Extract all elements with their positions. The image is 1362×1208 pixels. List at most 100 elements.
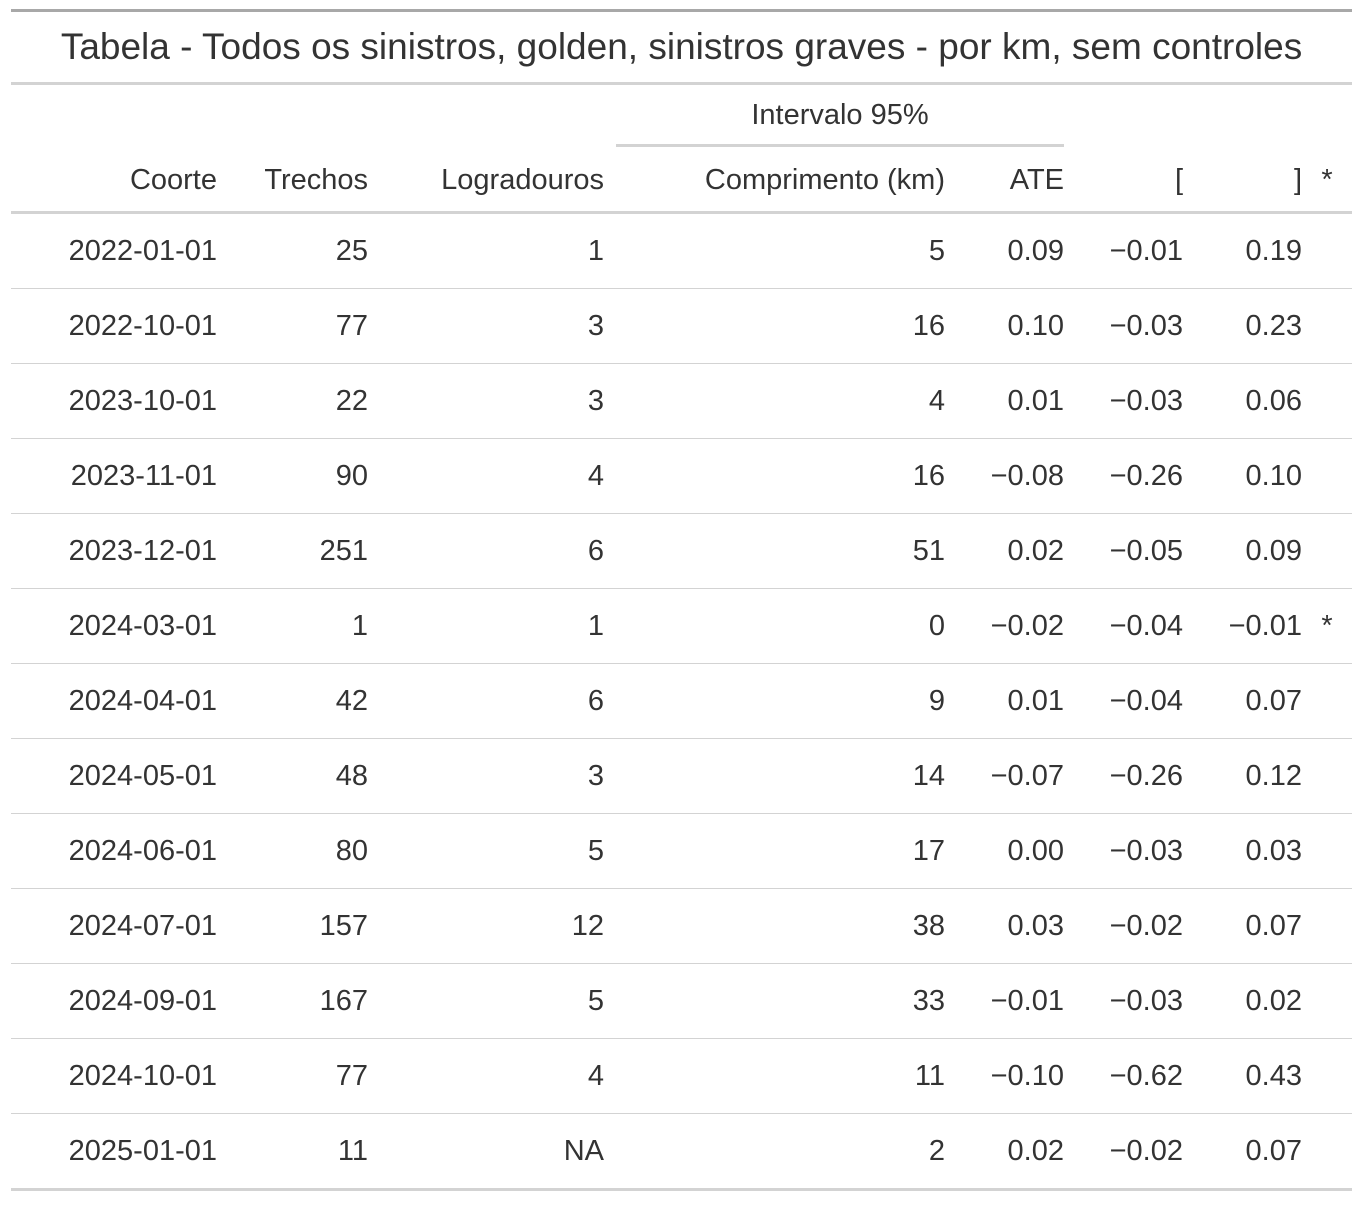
cell-sig (1302, 288, 1353, 364)
col-header-sig: * (1302, 147, 1353, 214)
cell-ate: 0.01 (945, 363, 1064, 439)
col-header-coorte: Coorte (11, 147, 217, 214)
cell-comprimento: 5 (604, 212, 945, 289)
cell-sig (1302, 963, 1353, 1039)
cell-lower: −0.04 (1064, 588, 1183, 664)
cell-lower: −0.05 (1064, 513, 1183, 589)
cell-ate: 0.00 (945, 813, 1064, 889)
table-body: 2022-01-01 25 1 5 0.09 −0.01 0.19 2022-1… (11, 212, 1353, 1191)
cell-logradouros: 6 (368, 513, 604, 589)
spanner-label: Intervalo 95% (616, 99, 1064, 147)
cell-comprimento: 0 (604, 588, 945, 664)
table-row: 2022-10-01 77 3 16 0.10 −0.03 0.23 (11, 288, 1353, 364)
cell-lower: −0.03 (1064, 813, 1183, 889)
cell-sig (1302, 513, 1353, 589)
cell-upper: 0.09 (1183, 513, 1302, 589)
cell-coorte: 2023-12-01 (11, 513, 217, 589)
cell-upper: 0.43 (1183, 1038, 1302, 1114)
cell-trechos: 157 (217, 888, 368, 964)
cell-logradouros: 3 (368, 738, 604, 814)
cell-ate: 0.09 (945, 212, 1064, 289)
cell-comprimento: 4 (604, 363, 945, 439)
table-row: 2023-12-01 251 6 51 0.02 −0.05 0.09 (11, 513, 1353, 589)
cell-trechos: 1 (217, 588, 368, 664)
table-row: 2023-10-01 22 3 4 0.01 −0.03 0.06 (11, 363, 1353, 439)
cell-ate: −0.01 (945, 963, 1064, 1039)
cell-lower: −0.26 (1064, 738, 1183, 814)
cell-sig (1302, 438, 1353, 514)
cell-ate: −0.02 (945, 588, 1064, 664)
cell-sig (1302, 363, 1353, 439)
table-row: 2024-03-01 1 1 0 −0.02 −0.04 −0.01 * (11, 588, 1353, 664)
table-row: 2024-10-01 77 4 11 −0.10 −0.62 0.43 (11, 1038, 1353, 1114)
cell-lower: −0.03 (1064, 963, 1183, 1039)
cell-trechos: 167 (217, 963, 368, 1039)
cell-logradouros: 3 (368, 363, 604, 439)
cell-trechos: 251 (217, 513, 368, 589)
cell-trechos: 90 (217, 438, 368, 514)
spanner-cell: Intervalo 95% (604, 84, 1064, 147)
cell-ate: −0.08 (945, 438, 1064, 514)
cell-comprimento: 33 (604, 963, 945, 1039)
cell-upper: 0.06 (1183, 363, 1302, 439)
cell-trechos: 48 (217, 738, 368, 814)
cell-ate: 0.03 (945, 888, 1064, 964)
cell-logradouros: 5 (368, 963, 604, 1039)
cell-ate: −0.10 (945, 1038, 1064, 1114)
cell-lower: −0.03 (1064, 363, 1183, 439)
cell-logradouros: 4 (368, 1038, 604, 1114)
cell-comprimento: 16 (604, 288, 945, 364)
cell-trechos: 77 (217, 1038, 368, 1114)
cell-upper: 0.10 (1183, 438, 1302, 514)
cell-lower: −0.62 (1064, 1038, 1183, 1114)
cell-coorte: 2024-03-01 (11, 588, 217, 664)
cell-trechos: 11 (217, 1113, 368, 1191)
results-table-container: Tabela - Todos os sinistros, golden, sin… (11, 9, 1353, 1191)
table-row: 2024-07-01 157 12 38 0.03 −0.02 0.07 (11, 888, 1353, 964)
cell-comprimento: 9 (604, 663, 945, 739)
cell-trechos: 25 (217, 212, 368, 289)
cell-coorte: 2024-05-01 (11, 738, 217, 814)
cell-sig (1302, 663, 1353, 739)
cell-logradouros: 5 (368, 813, 604, 889)
cell-ate: 0.02 (945, 513, 1064, 589)
cell-upper: 0.02 (1183, 963, 1302, 1039)
cell-coorte: 2024-09-01 (11, 963, 217, 1039)
cell-upper: 0.07 (1183, 888, 1302, 964)
table-row: 2022-01-01 25 1 5 0.09 −0.01 0.19 (11, 212, 1353, 289)
table-row: 2024-06-01 80 5 17 0.00 −0.03 0.03 (11, 813, 1353, 889)
cell-coorte: 2024-06-01 (11, 813, 217, 889)
table-row: 2023-11-01 90 4 16 −0.08 −0.26 0.10 (11, 438, 1353, 514)
cell-lower: −0.04 (1064, 663, 1183, 739)
cell-comprimento: 2 (604, 1113, 945, 1191)
cell-logradouros: 12 (368, 888, 604, 964)
col-header-logradouros: Logradouros (368, 147, 604, 214)
table-row: 2024-05-01 48 3 14 −0.07 −0.26 0.12 (11, 738, 1353, 814)
cell-coorte: 2024-07-01 (11, 888, 217, 964)
cell-trechos: 80 (217, 813, 368, 889)
cell-lower: −0.02 (1064, 1113, 1183, 1191)
cell-ate: 0.02 (945, 1113, 1064, 1191)
table-title: Tabela - Todos os sinistros, golden, sin… (11, 9, 1353, 85)
cell-logradouros: 4 (368, 438, 604, 514)
table-row: 2025-01-01 11 NA 2 0.02 −0.02 0.07 (11, 1113, 1353, 1191)
col-header-lower: [ (1064, 147, 1183, 214)
cell-upper: 0.23 (1183, 288, 1302, 364)
cell-comprimento: 17 (604, 813, 945, 889)
cell-logradouros: 6 (368, 663, 604, 739)
cell-logradouros: 1 (368, 588, 604, 664)
cell-logradouros: 3 (368, 288, 604, 364)
cell-ate: 0.10 (945, 288, 1064, 364)
cell-sig (1302, 1113, 1353, 1191)
cell-lower: −0.03 (1064, 288, 1183, 364)
cell-comprimento: 51 (604, 513, 945, 589)
cell-comprimento: 11 (604, 1038, 945, 1114)
table-row: 2024-04-01 42 6 9 0.01 −0.04 0.07 (11, 663, 1353, 739)
col-header-ate: ATE (945, 147, 1064, 214)
cell-coorte: 2025-01-01 (11, 1113, 217, 1191)
cell-sig (1302, 1038, 1353, 1114)
col-header-comprimento: Comprimento (km) (604, 147, 945, 214)
col-header-trechos: Trechos (217, 147, 368, 214)
table-row: 2024-09-01 167 5 33 −0.01 −0.03 0.02 (11, 963, 1353, 1039)
cell-trechos: 22 (217, 363, 368, 439)
